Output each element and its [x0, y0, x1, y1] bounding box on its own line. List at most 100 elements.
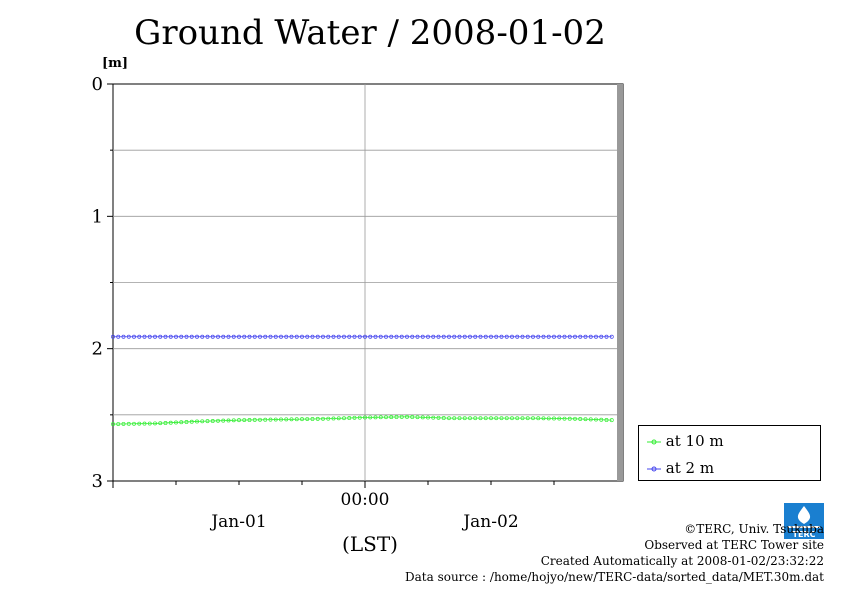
series-point-1	[368, 334, 373, 339]
series-point-0	[357, 415, 362, 420]
series-point-1	[520, 334, 525, 339]
series-point-0	[378, 415, 383, 420]
series-point-1	[342, 334, 346, 339]
series-point-1	[158, 334, 163, 339]
series-point-1	[405, 334, 409, 339]
series-point-0	[515, 416, 520, 421]
series-point-1	[111, 334, 115, 339]
series-point-1	[468, 334, 472, 339]
series-point-0	[494, 416, 499, 421]
series-point-0	[578, 417, 583, 421]
series-point-0	[389, 415, 394, 420]
series-point-0	[457, 416, 462, 421]
series-point-1	[221, 334, 226, 339]
series-point-0	[121, 421, 126, 426]
series-point-0	[216, 418, 220, 423]
series-point-1	[310, 334, 315, 339]
credit-created: Created Automatically at 2008-01-02/23:3…	[540, 554, 824, 568]
series-point-1	[441, 334, 446, 339]
series-point-0	[158, 421, 163, 426]
legend-label-2m: at 2 m	[665, 459, 715, 477]
series-point-1	[583, 334, 588, 339]
series-point-1	[378, 334, 383, 339]
series-point-1	[510, 334, 514, 339]
series-point-1	[420, 334, 425, 339]
series-point-1	[231, 334, 236, 339]
series-point-1	[499, 334, 504, 339]
series-point-1	[462, 334, 467, 339]
y-tick-label: 2	[92, 339, 103, 360]
series-point-0	[279, 417, 283, 422]
series-point-1	[305, 334, 310, 339]
series-point-0	[604, 417, 609, 422]
series-point-0	[174, 420, 178, 425]
series-point-0	[447, 416, 451, 421]
series-point-1	[352, 334, 357, 339]
series-point-1	[567, 334, 572, 339]
series-point-0	[252, 417, 257, 422]
legend-label-10m: at 10 m	[665, 432, 724, 450]
series-point-1	[347, 334, 352, 339]
series-point-1	[373, 334, 378, 339]
series-point-1	[515, 334, 520, 339]
series-point-1	[247, 334, 252, 339]
series-point-1	[205, 334, 210, 339]
series-point-0	[399, 414, 404, 419]
series-point-1	[237, 334, 241, 339]
series-point-0	[499, 416, 504, 421]
series-point-1	[142, 334, 147, 339]
series-line-0	[112, 416, 612, 425]
series-point-1	[489, 334, 493, 339]
series-point-0	[347, 416, 352, 420]
series-point-1	[195, 334, 199, 339]
series-point-0	[237, 418, 241, 423]
series-point-1	[410, 334, 415, 339]
credit-copyright: ©TERC, Univ. Tsukuba	[684, 522, 824, 536]
series-point-1	[242, 334, 247, 339]
series-point-0	[137, 421, 142, 426]
series-point-1	[389, 334, 394, 339]
series-point-0	[336, 416, 341, 421]
series-point-1	[258, 334, 262, 339]
series-point-0	[184, 419, 189, 424]
series-point-0	[284, 417, 289, 422]
series-point-0	[583, 417, 588, 422]
series-point-0	[410, 415, 415, 419]
series-point-1	[153, 334, 157, 339]
series-point-0	[231, 418, 236, 423]
series-point-1	[452, 334, 457, 339]
series-point-1	[294, 334, 299, 339]
series-point-1	[557, 334, 562, 339]
series-point-0	[588, 417, 593, 422]
series-point-0	[431, 415, 436, 420]
series-point-0	[562, 416, 567, 421]
series-point-0	[315, 416, 320, 421]
series-point-1	[132, 334, 136, 339]
series-point-0	[420, 415, 425, 420]
series-layer	[111, 334, 614, 427]
series-point-0	[142, 421, 147, 426]
legend-marker-10m	[647, 439, 661, 445]
series-point-1	[599, 334, 604, 339]
series-point-0	[405, 414, 409, 419]
series-point-1	[216, 334, 220, 339]
series-point-1	[315, 334, 320, 339]
series-point-1	[562, 334, 567, 339]
axis-ticks: 0 1 2 3	[92, 74, 555, 492]
series-point-0	[363, 415, 367, 420]
series-point-1	[284, 334, 289, 339]
series-point-0	[525, 416, 530, 421]
credit-observed: Observed at TERC Tower site	[644, 538, 824, 552]
series-point-0	[541, 416, 546, 421]
series-point-0	[153, 421, 157, 426]
series-point-0	[126, 421, 131, 426]
y-tick-label: 0	[92, 74, 103, 95]
legend-item-2m: at 2 m	[647, 459, 714, 477]
series-point-0	[321, 416, 325, 421]
series-point-1	[415, 334, 420, 339]
series-point-0	[531, 416, 535, 421]
series-point-1	[588, 334, 593, 339]
series-point-0	[394, 415, 399, 419]
series-point-0	[195, 419, 199, 424]
series-point-0	[326, 416, 331, 421]
